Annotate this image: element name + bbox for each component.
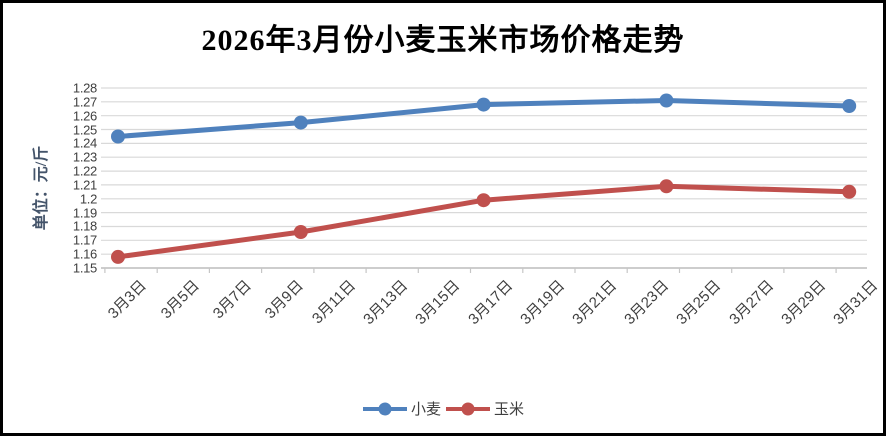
legend: 小麦 玉米	[3, 398, 883, 419]
plot-area	[101, 87, 867, 273]
legend-item-wheat[interactable]: 小麦	[362, 398, 441, 419]
data-point-wheat-3月3日[interactable]	[111, 129, 125, 144]
data-point-wheat-3月17日[interactable]	[476, 97, 491, 112]
data-point-corn-3月17日[interactable]	[476, 193, 491, 208]
data-point-wheat-3月10日[interactable]	[293, 115, 308, 130]
wheat-legend-marker-icon	[362, 402, 407, 415]
legend-label-wheat: 小麦	[410, 401, 441, 418]
legend-label-corn: 玉米	[494, 401, 525, 418]
data-point-corn-3月10日[interactable]	[293, 225, 308, 239]
data-point-wheat-3月24日[interactable]	[659, 93, 674, 108]
corn-legend-marker-icon	[446, 402, 490, 415]
data-point-corn-3月3日[interactable]	[111, 249, 125, 264]
chart-title: 2026年3月份小麦玉米市场价格走势	[201, 24, 685, 57]
data-point-corn-3月31日[interactable]	[842, 184, 857, 199]
data-point-wheat-3月31日[interactable]	[842, 99, 857, 113]
legend-item-corn[interactable]: 玉米	[445, 398, 524, 419]
data-point-corn-3月24日[interactable]	[659, 179, 674, 194]
